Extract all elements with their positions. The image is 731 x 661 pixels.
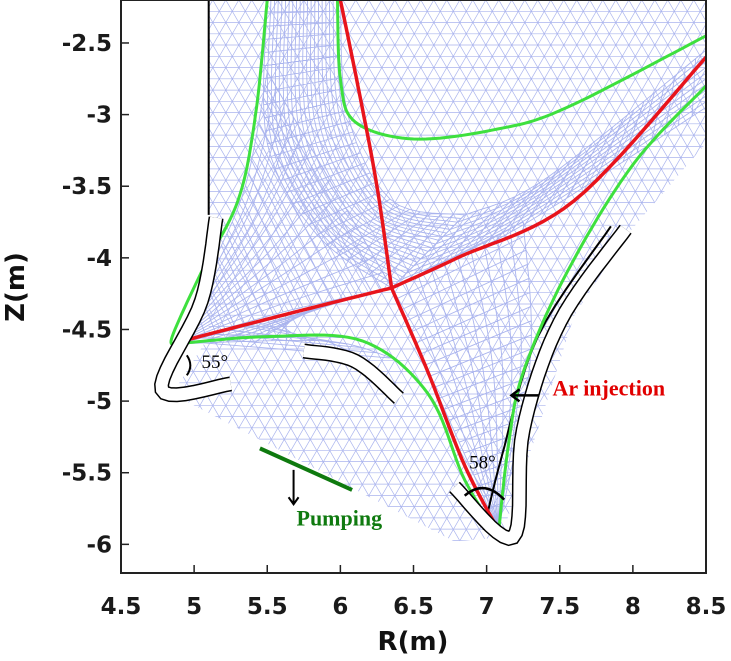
separatrix-outer-leg xyxy=(389,55,706,290)
x-tick-label: 7 xyxy=(479,594,495,620)
x-tick-label: 8 xyxy=(625,594,641,620)
y-tick-label: -4 xyxy=(86,246,112,272)
x-tick-label: 6.5 xyxy=(393,594,434,620)
pumping-arrow xyxy=(287,469,300,506)
divertor-plates xyxy=(154,216,632,547)
upper-boundary xyxy=(336,0,706,141)
y-tick-label: -5.5 xyxy=(62,461,112,487)
y-tick-label: -2.5 xyxy=(62,31,112,57)
x-tick-label: 8.5 xyxy=(686,594,727,620)
y-tick-label: -5 xyxy=(86,389,112,415)
outer-angle-label: 58° xyxy=(469,452,496,473)
x-axis-ticks: 4.5 5 5.5 6 6.5 7 7.5 8 8.5 xyxy=(101,565,727,620)
pumping-line xyxy=(259,446,353,492)
x-tick-label: 5.5 xyxy=(247,594,288,620)
separatrix-lower-leg xyxy=(389,286,501,532)
outer-divertor-plate xyxy=(450,225,631,545)
annotations: Ar injection Pumping 55° 58° xyxy=(185,352,665,531)
x-tick-label: 7.5 xyxy=(539,594,580,620)
y-tick-label: -3 xyxy=(86,103,112,129)
separatrix-upper-leg xyxy=(338,0,394,290)
inner-divertor-plate xyxy=(155,216,232,401)
separatrix-inner-leg xyxy=(180,286,394,343)
outer-quad-mesh xyxy=(391,49,706,289)
x-axis-title: R(m) xyxy=(378,627,449,657)
ar-injection-label: Ar injection xyxy=(552,375,665,400)
y-tick-label: -3.5 xyxy=(62,174,112,200)
x-tick-label: 5 xyxy=(186,594,202,620)
y-tick-label: -6 xyxy=(86,532,112,558)
y-axis-ticks: -2.5 -3 -3.5 -4 -4.5 -5 -5.5 -6 xyxy=(62,31,129,558)
x-tick-label: 6 xyxy=(332,594,348,620)
pumping-label: Pumping xyxy=(297,506,383,531)
x-tick-label: 4.5 xyxy=(101,594,142,620)
outer-leg-boundary xyxy=(496,84,706,535)
y-tick-label: -4.5 xyxy=(62,317,112,343)
outer-angle-arc xyxy=(463,486,506,501)
inner-angle-arc xyxy=(185,354,192,376)
dome-plate xyxy=(303,345,403,403)
inner-angle-label: 55° xyxy=(201,352,228,373)
inner-quad-mesh xyxy=(176,71,392,345)
ar-injection-arrow xyxy=(509,388,540,403)
y-axis-title: Z(m) xyxy=(1,252,31,322)
separatrix xyxy=(180,0,706,532)
